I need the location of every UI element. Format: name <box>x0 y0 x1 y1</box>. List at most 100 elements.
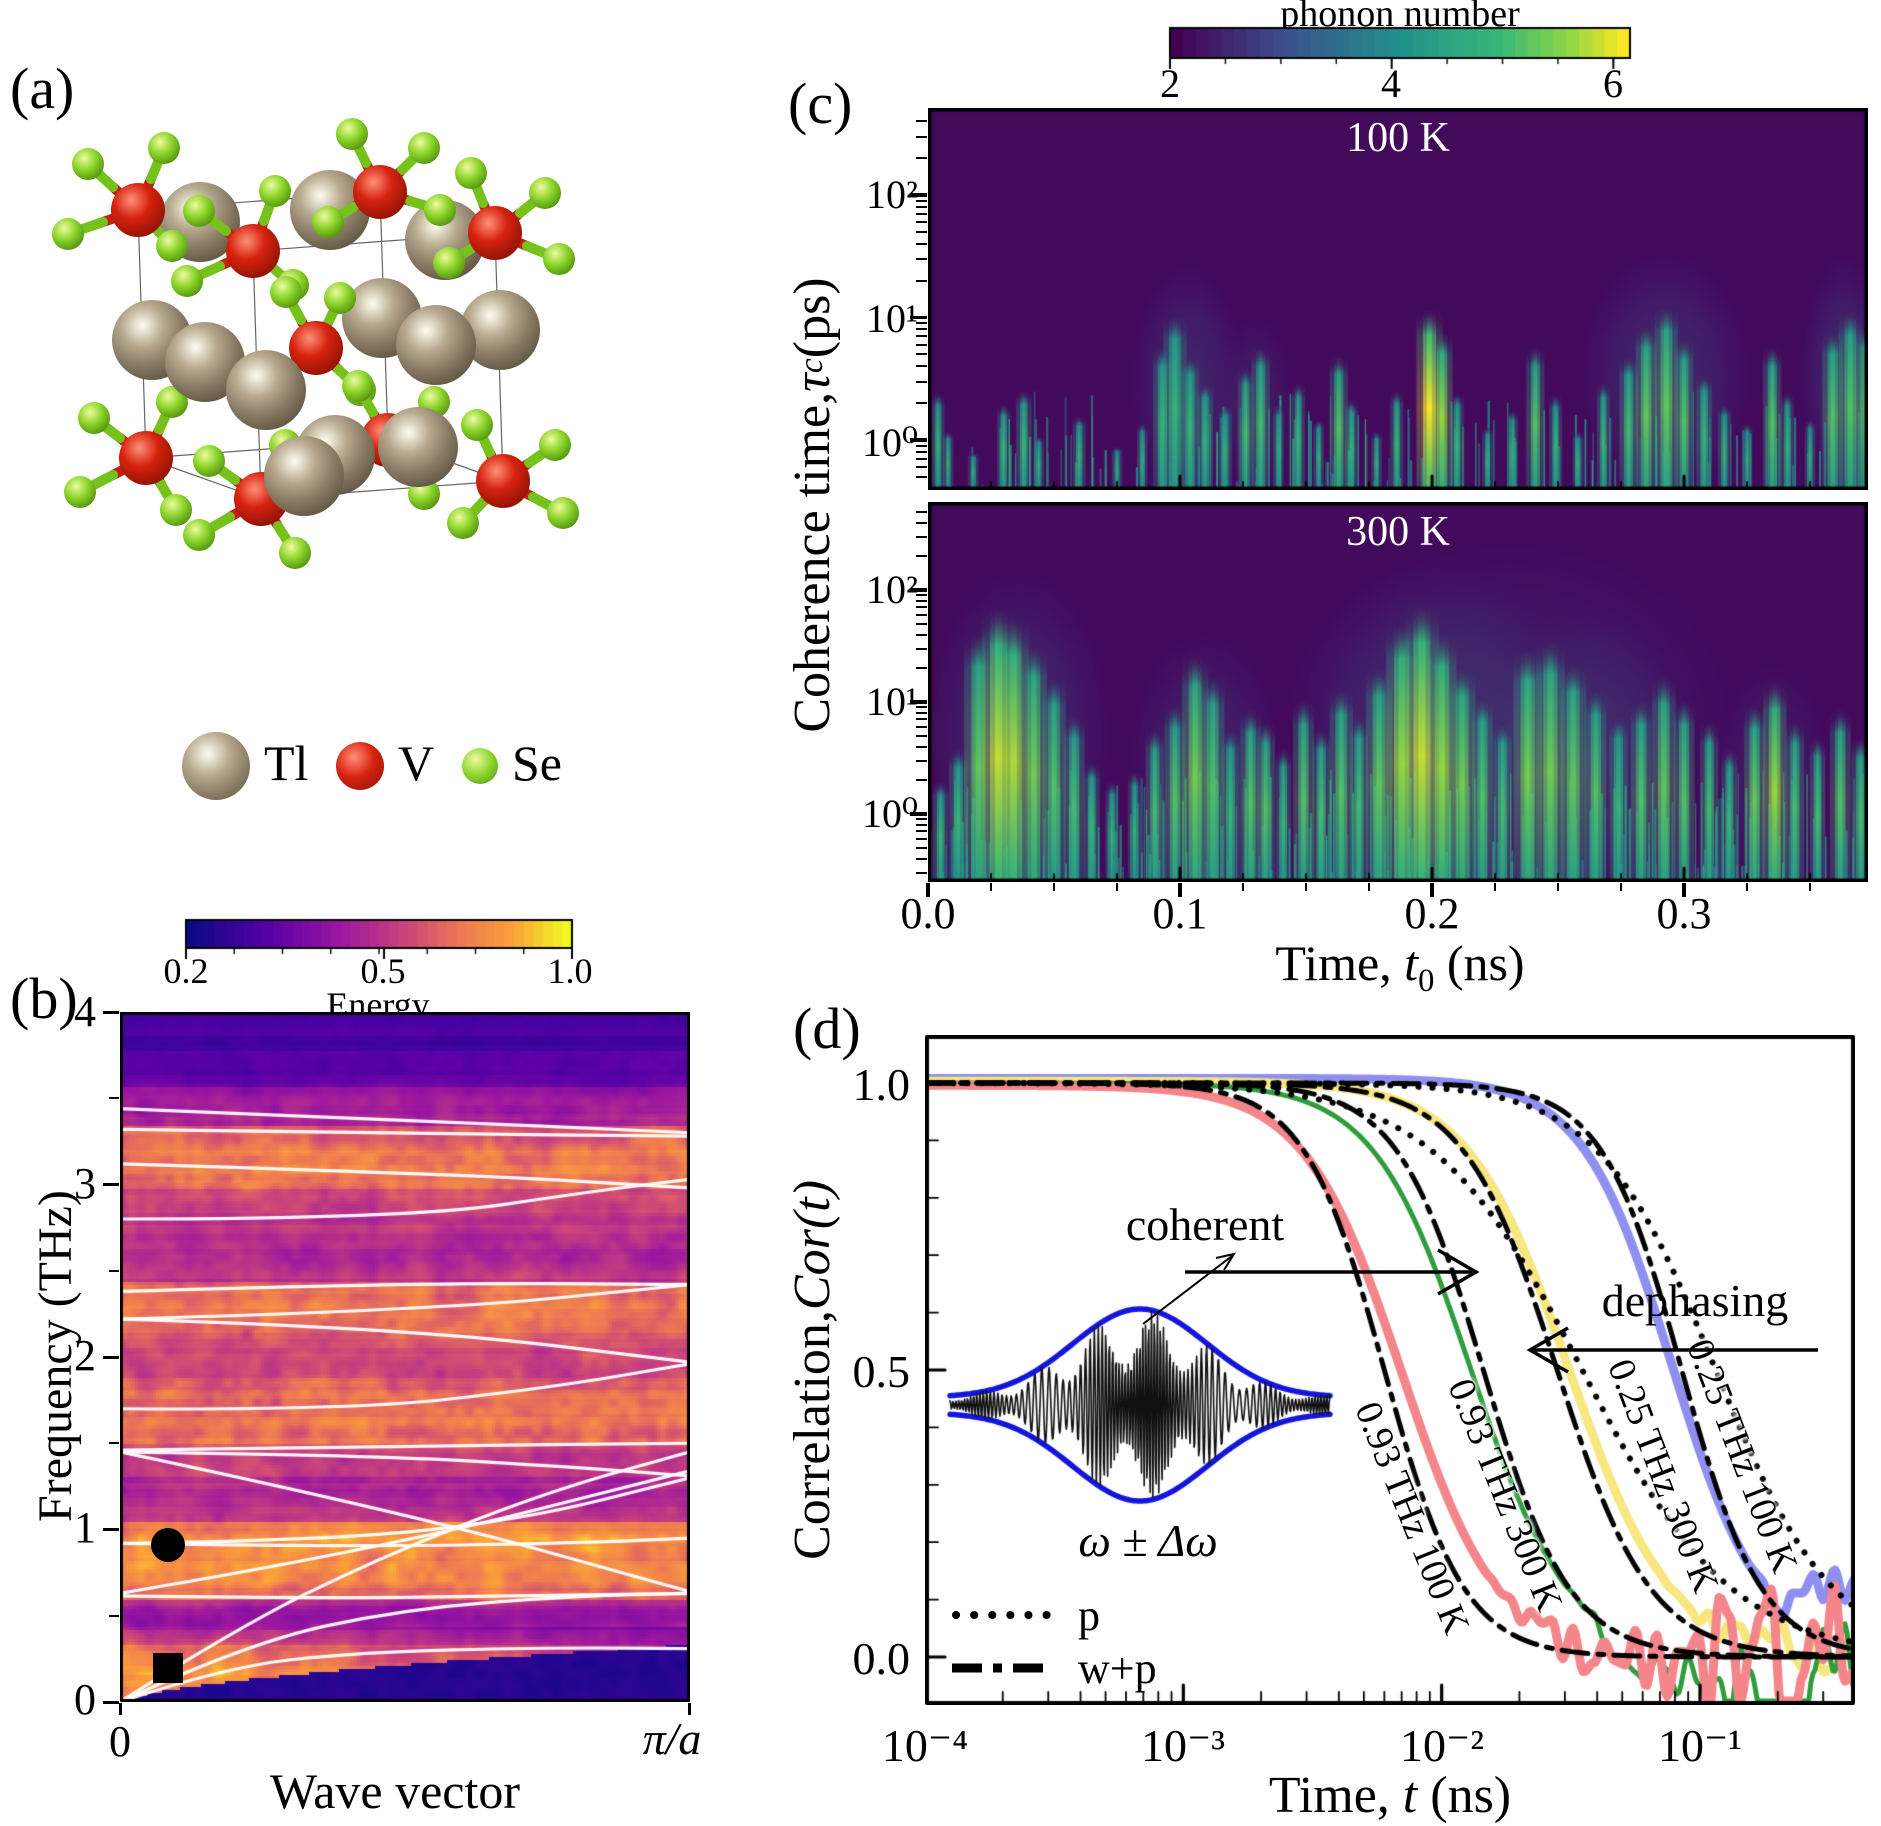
c-xlabel-symbol: t <box>1404 935 1419 991</box>
axis-tick-mark <box>916 830 927 833</box>
b-ytick: 4 <box>74 987 96 1036</box>
axis-tick-mark <box>916 871 927 874</box>
b-xlabel: Wave vector <box>270 1763 520 1819</box>
axis-tick-mark <box>916 365 927 368</box>
coherence-heatmap-300K <box>928 502 1868 882</box>
d-xtick: 10⁻² <box>1399 1720 1485 1771</box>
d-xtick: 10⁻⁴ <box>881 1720 969 1771</box>
axis-tick-mark <box>109 1614 119 1617</box>
mode-0p91THz-circle-marker <box>151 1528 186 1563</box>
c-300K-title: 300 K <box>1346 509 1450 555</box>
axis-tick-mark <box>1305 883 1308 891</box>
axis-tick-mark <box>910 588 927 592</box>
v-atom-icon <box>336 742 384 790</box>
axis-tick-mark <box>916 135 927 138</box>
c1-ytick: 10² <box>866 172 918 217</box>
d-ytick: 1.0 <box>852 1059 911 1110</box>
se-atom-icon <box>462 748 498 784</box>
c-xlabel-post: (ns) <box>1434 935 1525 991</box>
axis-tick-mark <box>687 1703 691 1715</box>
c-xlabel: Time, t0 (ns) <box>1150 934 1650 1000</box>
axis-tick-mark <box>103 1010 119 1014</box>
axis-tick-mark <box>1809 883 1812 891</box>
c-xlabel-sub: 0 <box>1418 963 1435 999</box>
b-ylabel: Frequency (THz) <box>28 1190 82 1522</box>
d-xtick: 10⁻³ <box>1140 1720 1226 1771</box>
axis-tick-mark <box>916 120 927 123</box>
c-xtick: 0.3 <box>1656 889 1712 938</box>
legend-p-label: p <box>1078 1591 1100 1640</box>
coherent-annotation: coherent <box>1125 1199 1285 1250</box>
d-ylabel-pre: Correlation, <box>783 1310 841 1560</box>
axis-tick-mark <box>1620 883 1623 891</box>
crystal-structure-image <box>52 118 579 569</box>
axis-tick-mark <box>916 706 927 709</box>
axis-tick-mark <box>1746 883 1749 891</box>
panel-c-label: (c) <box>788 71 853 136</box>
axis-tick-mark <box>916 328 927 331</box>
axis-tick-mark <box>916 779 927 782</box>
c-colorbar-tick: 4 <box>1381 61 1401 106</box>
energy-colorbar-tick: 0.2 <box>163 951 209 991</box>
axis-tick-mark <box>910 812 927 816</box>
axis-tick-mark <box>916 606 927 609</box>
axis-tick-mark <box>109 1097 119 1100</box>
phonon-spectrum-heatmap <box>120 1012 690 1702</box>
axis-tick-mark <box>916 279 927 282</box>
b-xtick: 0 <box>109 1717 131 1766</box>
axis-tick-mark <box>916 221 927 224</box>
axis-tick-mark <box>916 322 927 325</box>
c-xtick: 0.1 <box>1152 889 1208 938</box>
energy-colorbar <box>184 918 574 962</box>
axis-tick-mark <box>916 857 927 860</box>
b-ytick: 1 <box>74 1503 96 1552</box>
axis-tick-mark <box>910 193 927 197</box>
axis-tick-mark <box>118 1703 122 1715</box>
c1-ytick: 10⁰ <box>861 420 918 465</box>
axis-tick-mark <box>916 846 927 849</box>
axis-tick-mark <box>926 883 930 897</box>
axis-tick-mark <box>916 230 927 233</box>
axis-tick-mark <box>916 555 927 558</box>
c-xlabel-pre: Time, <box>1275 935 1405 991</box>
axis-tick-mark <box>916 535 927 538</box>
energy-colorbar-tick: 0.5 <box>360 951 406 991</box>
legend-dashdot-line-icon <box>952 1663 1054 1673</box>
c-colorbar-tick: 6 <box>1603 61 1623 106</box>
axis-tick-mark <box>1178 883 1182 897</box>
axis-tick-mark <box>916 444 927 447</box>
axis-tick-mark <box>916 613 927 616</box>
axis-tick-mark <box>103 1183 119 1186</box>
axis-tick-mark <box>916 718 927 721</box>
d-xlabel-pre: Time, <box>1268 1767 1403 1824</box>
panel-d-label: (d) <box>793 996 861 1061</box>
axis-tick-mark <box>109 1269 119 1272</box>
axis-tick-mark <box>916 510 927 513</box>
axis-tick-mark <box>916 157 927 160</box>
axis-tick-mark <box>916 380 927 383</box>
axis-tick-mark <box>916 335 927 338</box>
d-xlabel-post: (ns) <box>1417 1767 1512 1824</box>
panel-a-label: (a) <box>10 56 75 121</box>
tl-atom-icon <box>182 732 250 800</box>
axis-tick-mark <box>916 402 927 405</box>
panel-b-label: (b) <box>10 966 78 1031</box>
b-ytick: 0 <box>74 1675 96 1724</box>
d-xtick: 10⁻¹ <box>1657 1720 1743 1771</box>
axis-tick-mark <box>1494 883 1497 891</box>
phonon-number-colorbar <box>1168 26 1632 72</box>
d-xlabel-symbol: t <box>1402 1767 1418 1824</box>
c-ylabel-post: (ps) <box>783 277 841 359</box>
axis-tick-mark <box>916 457 927 460</box>
v-legend-label: V <box>398 735 435 791</box>
axis-tick-mark <box>916 823 927 826</box>
coherence-heatmap-100K <box>928 108 1868 490</box>
axis-tick-mark <box>916 466 927 469</box>
axis-tick-mark <box>916 212 927 215</box>
d-ylabel: Correlation, Cor(t) <box>783 1020 841 1720</box>
axis-tick-mark <box>916 594 927 597</box>
b-xtick: π/a <box>642 1713 702 1764</box>
c-ylabel-symbol: τ <box>783 373 841 392</box>
